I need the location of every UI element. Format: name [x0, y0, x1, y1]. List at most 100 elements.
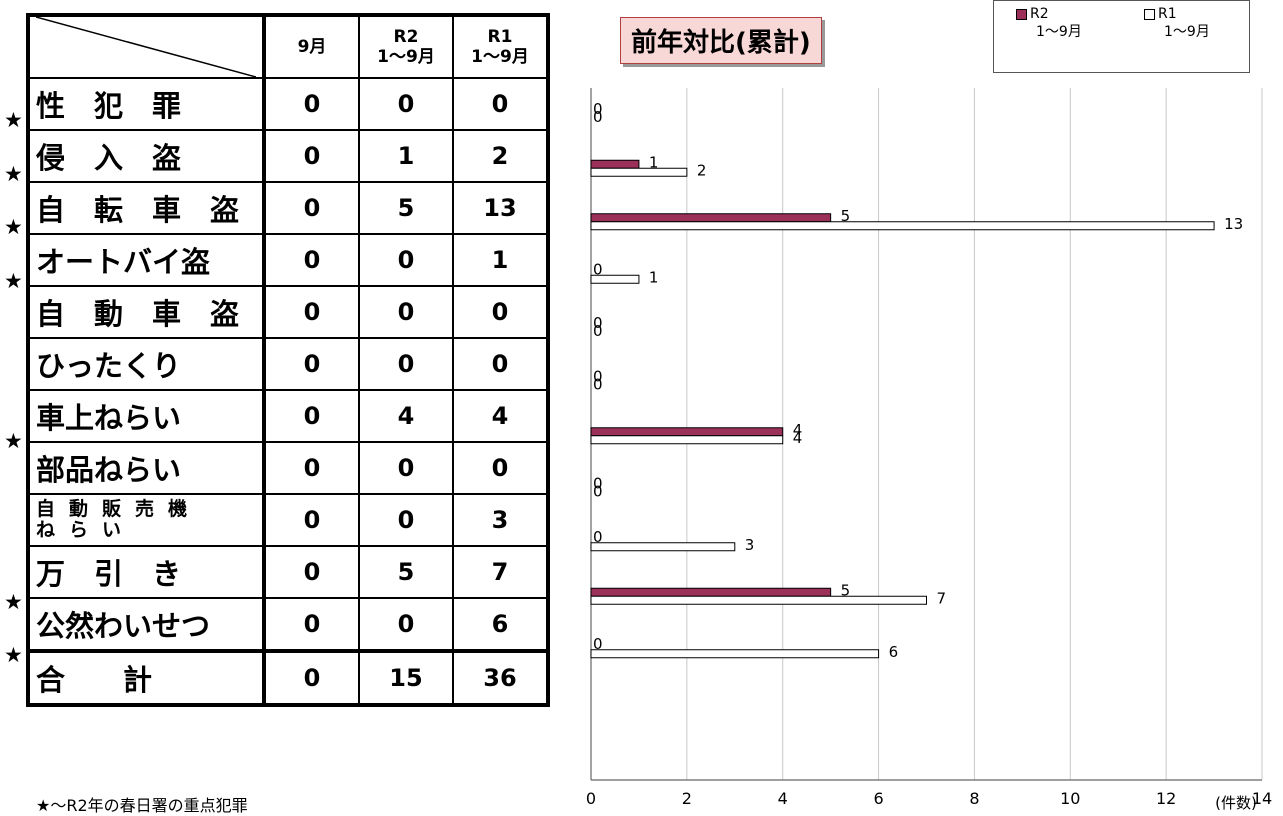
row-label-text: 公然わいせつ	[36, 609, 211, 643]
bar-value-label: 4	[793, 421, 803, 439]
header-r2-text: R2 1〜9月	[377, 27, 435, 67]
total-v1: 0	[262, 649, 360, 706]
legend-sub-r1: 1〜9月	[1164, 24, 1210, 40]
row-label-text: 侵 入 盗	[36, 141, 182, 175]
star-marker: ★	[4, 429, 23, 453]
bar-value-label: 4	[793, 429, 803, 447]
header-r1: R1 1〜9月	[452, 14, 549, 79]
bar-value-label: 0	[593, 528, 603, 546]
row-value-v1: 0	[262, 233, 360, 287]
bar-value-label: 0	[593, 100, 603, 118]
row-value-v3: 7	[452, 545, 549, 599]
star-marker: ★	[4, 589, 23, 614]
row-value-v1: 0	[262, 441, 360, 495]
bar-value-label: 13	[1224, 215, 1243, 233]
x-tick-label: 12	[1156, 789, 1176, 808]
bar	[590, 213, 832, 223]
total-v2: 15	[358, 649, 454, 706]
legend-swatch-r2	[1016, 8, 1027, 20]
row-label-text: ひったくり	[36, 349, 182, 383]
row-value-v2: 5	[358, 545, 454, 599]
star-marker: ★	[4, 215, 23, 239]
table-row: ひったくり 0 0 0	[27, 337, 549, 391]
bar-value-label: 0	[593, 314, 603, 332]
row-value-v2: 0	[358, 233, 454, 287]
diagonal-divider	[35, 16, 257, 78]
legend-item-r2: R2 1〜9月	[1016, 5, 1082, 41]
row-value-v2: 4	[358, 389, 454, 443]
row-label: ひったくり	[27, 337, 265, 391]
row-label-text: オートバイ盗	[36, 245, 211, 279]
row-value-v1: 0	[262, 545, 360, 599]
x-tick-label: 4	[778, 789, 788, 808]
bar	[590, 595, 927, 605]
header-month: 9月	[262, 14, 360, 79]
bar-value-label: 1	[649, 268, 659, 286]
total-v3: 36	[452, 649, 549, 706]
row-value-v1: 0	[262, 129, 360, 183]
bar	[590, 159, 640, 169]
table-header-row: 9月 R2 1〜9月 R1 1〜9月	[27, 14, 549, 79]
row-value-v3: 0	[452, 285, 549, 339]
row-value-v3: 2	[452, 129, 549, 183]
bar-value-label: 0	[593, 367, 603, 385]
bar-value-label: 0	[593, 375, 603, 393]
row-value-v2: 0	[358, 493, 454, 547]
x-unit-label: (件数)	[1215, 794, 1257, 811]
x-tick-label: 0	[586, 789, 596, 808]
bar-value-label: 5	[841, 581, 851, 599]
x-tick-label: 8	[969, 789, 979, 808]
legend-label-r1: R1	[1158, 6, 1177, 22]
row-value-v1: 0	[262, 389, 360, 443]
bar	[590, 542, 736, 552]
table-row: 自 転 車 盗 0 5 13	[27, 181, 549, 235]
table-row: 車上ねらい 0 4 4	[27, 389, 549, 443]
star-marker: ★	[4, 268, 23, 293]
row-label: 部品ねらい	[27, 441, 265, 495]
row-label-text: 車上ねらい	[36, 401, 182, 435]
row-label: 性 犯 罪	[27, 77, 265, 131]
row-value-v3: 3	[452, 493, 549, 547]
row-label-text: 性 犯 罪	[36, 89, 182, 123]
x-tick-label: 10	[1060, 789, 1080, 808]
row-value-v3: 6	[452, 597, 549, 652]
row-value-v3: 0	[452, 77, 549, 131]
row-value-v3: 0	[452, 441, 549, 495]
bar-value-label: 0	[593, 260, 603, 278]
row-value-v3: 0	[452, 337, 549, 391]
row-value-v1: 0	[262, 181, 360, 235]
row-label: 自動販売機 ねらい	[27, 493, 265, 547]
table-row: 公然わいせつ 0 0 6	[27, 597, 549, 652]
row-label: 自 転 車 盗	[27, 181, 265, 235]
bar	[590, 221, 1215, 231]
bar-value-label: 0	[593, 322, 603, 340]
row-label-text: 万 引 き	[36, 557, 182, 591]
row-value-v2: 0	[358, 441, 454, 495]
bar-value-label: 1	[649, 153, 659, 171]
bar-value-label: 5	[841, 207, 851, 225]
bar-value-label: 0	[593, 108, 603, 126]
row-value-v1: 0	[262, 597, 360, 652]
bar	[590, 167, 688, 177]
x-tick-label: 6	[873, 789, 883, 808]
x-tick-label: 2	[682, 789, 692, 808]
row-value-v1: 0	[262, 337, 360, 391]
bar-value-label: 0	[593, 635, 603, 653]
star-marker: ★	[4, 108, 23, 132]
row-label: 車上ねらい	[27, 389, 265, 443]
legend-sub-r2: 1〜9月	[1036, 24, 1082, 40]
row-label-text: 自動販売機 ねらい	[36, 498, 202, 541]
row-value-v3: 13	[452, 181, 549, 235]
table-row: 自動販売機 ねらい 0 0 3	[27, 493, 549, 547]
row-label: 自 動 車 盗	[27, 285, 265, 339]
bar-value-label: 3	[745, 536, 755, 554]
table-row: オートバイ盗 0 0 1	[27, 233, 549, 287]
row-label: オートバイ盗	[27, 233, 265, 287]
total-row: 合 計 0 15 36	[27, 649, 549, 706]
x-tick-label: 14	[1252, 789, 1272, 808]
bar-value-label: 7	[937, 589, 947, 607]
row-label-text: 自 動 車 盗	[36, 297, 240, 331]
